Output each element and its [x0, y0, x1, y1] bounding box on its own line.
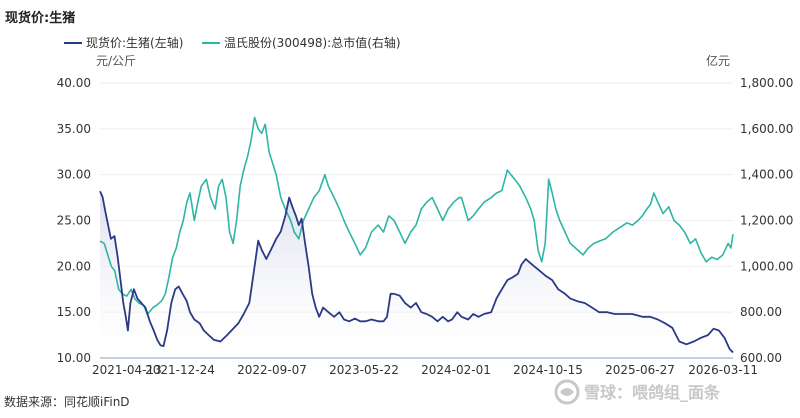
right-tick-label: 1,800.00 — [740, 76, 793, 90]
right-series-line — [99, 116, 734, 316]
left-tick-label: 20.00 — [57, 259, 91, 273]
left-axis-unit: 元/公斤 — [96, 54, 136, 68]
x-tick-label: 2022-09-07 — [237, 363, 307, 377]
left-tick-label: 35.00 — [57, 122, 91, 136]
left-tick-label: 15.00 — [57, 305, 91, 319]
left-tick-label: 30.00 — [57, 168, 91, 182]
left-tick-label: 10.00 — [57, 351, 91, 365]
x-tick-label: 2023-05-22 — [329, 363, 399, 377]
right-tick-label: 600.00 — [740, 351, 782, 365]
x-tick-label: 2026-03-11 — [688, 363, 758, 377]
legend: 现货价:生猪(左轴) 温氏股份(300498):总市值(右轴) — [64, 35, 401, 50]
right-tick-label: 1,600.00 — [740, 122, 793, 136]
watermark-text: 雪球：喂鸽组_面条 — [584, 383, 721, 402]
x-tick-label: 2024-02-01 — [421, 363, 491, 377]
x-tick-label: 2025-06-27 — [605, 363, 675, 377]
chart-title: 现货价:生猪 — [5, 10, 75, 26]
right-axis-unit: 亿元 — [706, 53, 730, 68]
legend-label-left-series: 现货价:生猪(左轴) — [86, 35, 183, 50]
right-axis-ticks: 600.00 800.00 1,000.00 1,200.00 1,400.00 1,60… — [740, 76, 793, 365]
left-tick-label: 40.00 — [57, 76, 91, 90]
left-series-area — [100, 191, 733, 358]
left-tick-label: 25.00 — [57, 214, 91, 228]
x-tick-label: 2021-04-13 — [92, 363, 162, 377]
right-tick-label: 1,400.00 — [740, 168, 793, 182]
left-axis-ticks: 10.00 15.00 20.00 25.00 30.00 35.00 40.00 — [57, 76, 91, 365]
right-tick-label: 1,200.00 — [740, 214, 793, 228]
snowball-logo-icon — [554, 379, 580, 405]
left-series-line — [99, 190, 734, 354]
source-note: 数据来源：同花顺iFinD — [4, 394, 130, 409]
watermark: 雪球：喂鸽组_面条 — [554, 379, 721, 405]
right-tick-label: 1,000.00 — [740, 259, 793, 273]
x-tick-label: 2021-12-24 — [145, 363, 215, 377]
right-tick-label: 800.00 — [740, 305, 782, 319]
gridlines — [100, 82, 733, 313]
x-tick-label: 2024-10-15 — [513, 363, 583, 377]
legend-label-right-series: 温氏股份(300498):总市值(右轴) — [224, 35, 401, 50]
